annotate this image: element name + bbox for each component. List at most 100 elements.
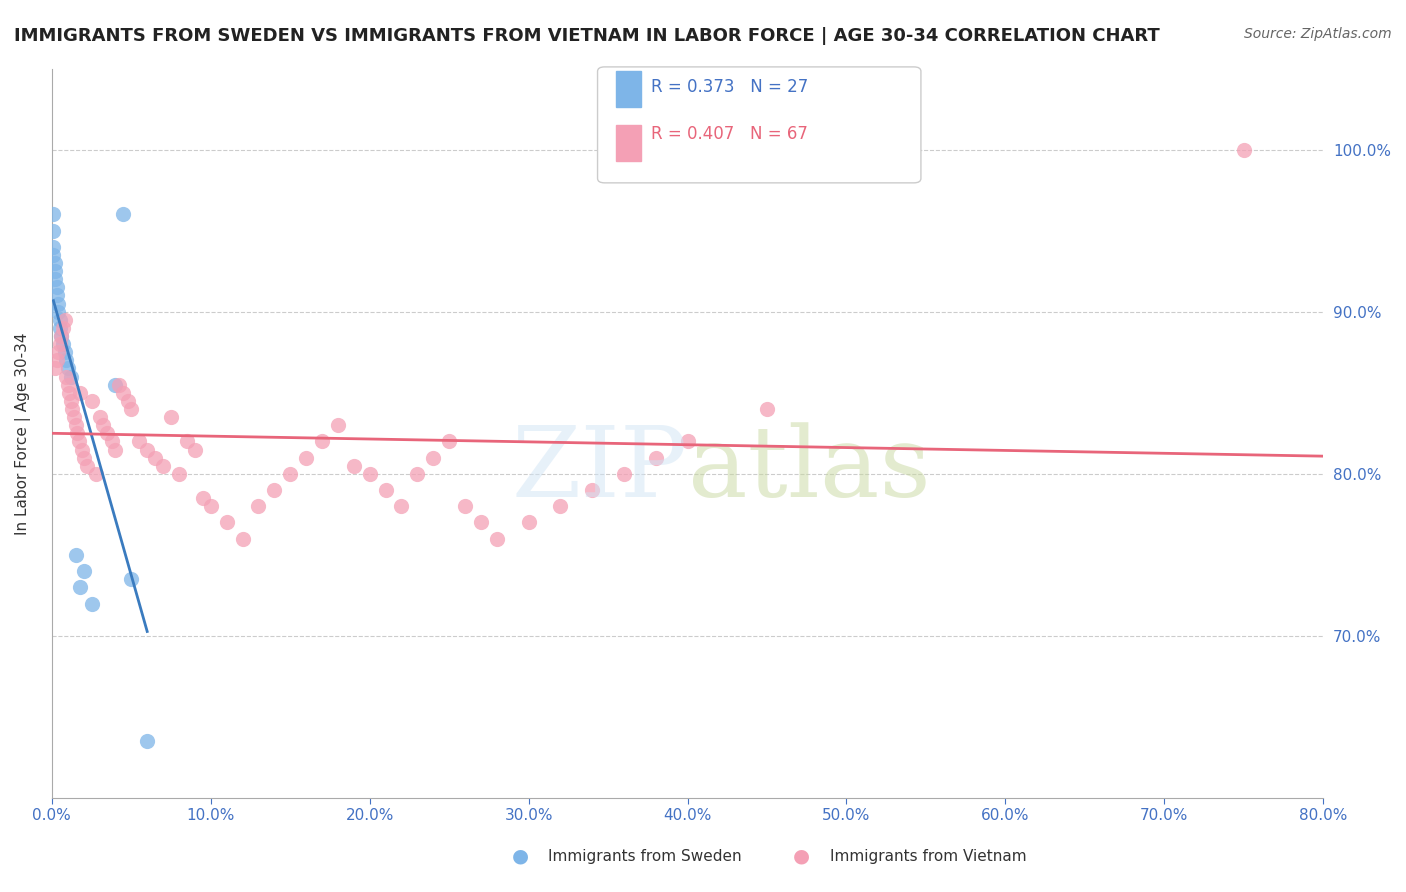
Point [44, 264, 66, 278]
Point [42, 240, 65, 254]
Point [107, 377, 129, 392]
Point [89, 410, 111, 425]
Point [128, 434, 150, 449]
Point [76, 458, 98, 473]
Point [49, 321, 72, 335]
Point [437, 434, 460, 449]
Text: ●: ● [793, 847, 810, 866]
Y-axis label: In Labor Force | Age 30-34: In Labor Force | Age 30-34 [15, 332, 31, 534]
Point [72, 564, 94, 578]
Point [184, 442, 207, 457]
Point [644, 450, 666, 465]
Point [45, 280, 67, 294]
Point [422, 450, 444, 465]
Point [56, 361, 79, 376]
Point [470, 516, 492, 530]
Point [69, 580, 91, 594]
Point [58, 385, 80, 400]
Point [69, 385, 91, 400]
Point [52, 321, 75, 335]
Point [1233, 143, 1256, 157]
Point [613, 467, 636, 481]
Point [406, 467, 429, 481]
Point [59, 393, 82, 408]
Point [167, 467, 190, 481]
Point [200, 500, 222, 514]
Point [311, 434, 333, 449]
Point [104, 377, 127, 392]
Point [263, 483, 285, 497]
Point [756, 401, 779, 416]
Point [247, 500, 270, 514]
Point [176, 434, 198, 449]
Point [53, 345, 76, 359]
Point [44, 256, 66, 270]
Point [80, 393, 103, 408]
Point [44, 361, 66, 376]
Point [374, 483, 396, 497]
Point [191, 491, 214, 505]
Point [55, 369, 77, 384]
Point [49, 337, 72, 351]
Point [359, 467, 381, 481]
Text: ●: ● [512, 847, 529, 866]
Point [51, 329, 73, 343]
Point [517, 516, 540, 530]
Point [101, 434, 124, 449]
Point [42, 207, 65, 221]
Point [391, 500, 413, 514]
Point [152, 458, 174, 473]
Point [52, 337, 75, 351]
Point [45, 353, 67, 368]
Point [454, 500, 477, 514]
Point [136, 442, 159, 457]
Point [91, 418, 114, 433]
Point [485, 532, 508, 546]
Point [278, 467, 301, 481]
Text: atlas: atlas [688, 422, 931, 517]
Text: Source: ZipAtlas.com: Source: ZipAtlas.com [1244, 27, 1392, 41]
Text: ZIP: ZIP [512, 422, 688, 517]
Point [70, 442, 93, 457]
Point [112, 207, 135, 221]
Point [104, 442, 127, 457]
Point [343, 458, 366, 473]
Point [67, 434, 90, 449]
Point [86, 467, 108, 481]
Point [117, 393, 139, 408]
Point [136, 734, 159, 748]
Point [46, 304, 69, 318]
Point [42, 248, 65, 262]
Point [44, 272, 66, 286]
Point [215, 516, 238, 530]
Point [51, 329, 73, 343]
Point [326, 418, 349, 433]
Point [96, 426, 118, 441]
Point [49, 313, 72, 327]
Point [46, 296, 69, 310]
Point [120, 401, 142, 416]
Point [581, 483, 603, 497]
Point [56, 377, 79, 392]
Point [59, 369, 82, 384]
Text: Immigrants from Vietnam: Immigrants from Vietnam [830, 849, 1026, 863]
Point [112, 385, 135, 400]
Point [120, 572, 142, 586]
Point [62, 401, 84, 416]
Point [72, 450, 94, 465]
Point [80, 597, 103, 611]
Text: IMMIGRANTS FROM SWEDEN VS IMMIGRANTS FROM VIETNAM IN LABOR FORCE | AGE 30-34 COR: IMMIGRANTS FROM SWEDEN VS IMMIGRANTS FRO… [14, 27, 1160, 45]
Point [53, 313, 76, 327]
Point [63, 410, 86, 425]
Point [66, 426, 89, 441]
Point [232, 532, 254, 546]
Text: R = 0.373   N = 27: R = 0.373 N = 27 [651, 78, 808, 96]
Point [160, 410, 183, 425]
Point [550, 500, 572, 514]
Point [65, 548, 87, 562]
Point [295, 450, 318, 465]
Point [55, 353, 77, 368]
Text: R = 0.407   N = 67: R = 0.407 N = 67 [651, 125, 808, 143]
Point [143, 450, 166, 465]
Point [65, 418, 87, 433]
